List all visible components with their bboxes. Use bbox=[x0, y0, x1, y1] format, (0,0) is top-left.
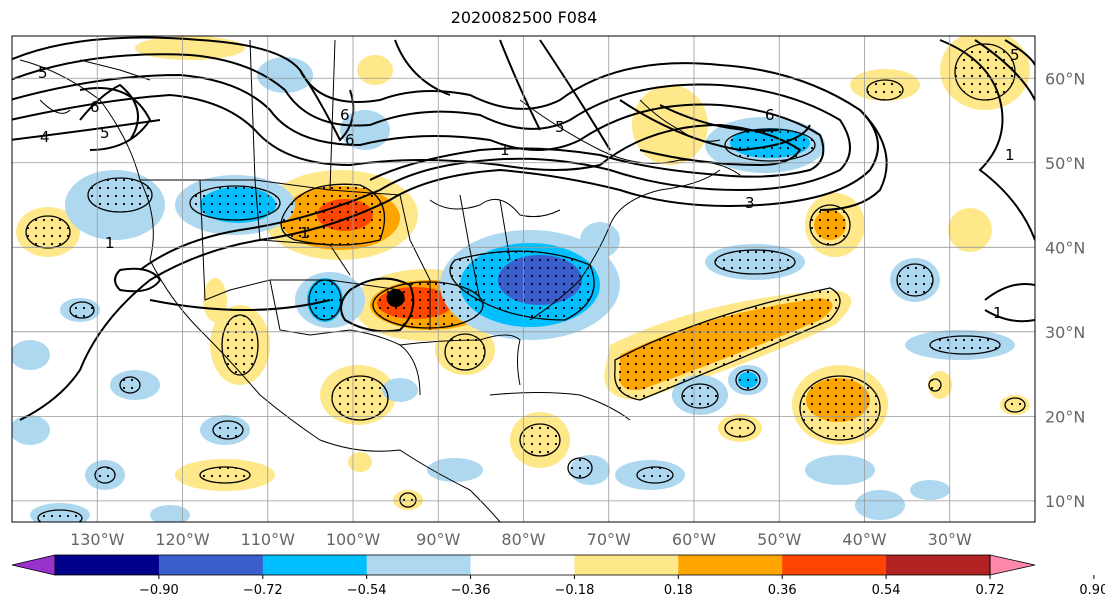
colorbar-segment bbox=[886, 555, 991, 575]
contour-labels: 5 6 4 5 6 1 5 6 3 6 5 1 1 1 1 bbox=[38, 46, 1020, 322]
latitude-labels: 10°N 20°N 30°N 40°N 50°N 60°N bbox=[1045, 69, 1085, 511]
height-contours bbox=[12, 36, 1035, 421]
colorbar-max-arrow bbox=[989, 554, 1036, 576]
longitude-label: 130°W bbox=[70, 530, 125, 549]
colorbar-min-arrow bbox=[11, 554, 56, 576]
longitude-labels: 130°W 120°W 110°W 100°W 90°W 80°W 70°W 60°W 50°W… bbox=[70, 530, 972, 549]
latitude-label: 30°N bbox=[1045, 323, 1085, 342]
longitude-label: 80°W bbox=[501, 530, 545, 549]
latitude-label: 10°N bbox=[1045, 492, 1085, 511]
colorbar-tick-label: 0.36 bbox=[768, 583, 797, 598]
colorbar-tick-label: −0.18 bbox=[555, 583, 595, 598]
latitude-label: 50°N bbox=[1045, 154, 1085, 173]
colorbar-segment bbox=[574, 555, 679, 575]
longitude-label: 90°W bbox=[416, 530, 460, 549]
colorbar-tick-label: −0.54 bbox=[347, 583, 387, 598]
colorbar-segment bbox=[678, 555, 783, 575]
colorbar-segment bbox=[55, 555, 160, 575]
contour-label: 1 bbox=[300, 224, 310, 242]
contour-label: 5 bbox=[100, 124, 110, 142]
latitude-label: 60°N bbox=[1045, 69, 1085, 88]
contour-label: 1 bbox=[1005, 146, 1015, 164]
colorbar-tick-label: 0.18 bbox=[664, 583, 693, 598]
contour-label: 5 bbox=[555, 118, 565, 136]
longitude-label: 30°W bbox=[928, 530, 972, 549]
longitude-label: 120°W bbox=[155, 530, 210, 549]
contour-label: 6 bbox=[340, 106, 350, 124]
storm-center-marker bbox=[386, 289, 405, 308]
contour-label: 4 bbox=[40, 128, 50, 146]
longitude-label: 100°W bbox=[326, 530, 381, 549]
contour-label: 3 bbox=[745, 194, 755, 212]
contour-label: 6 bbox=[765, 106, 775, 124]
colorbar-segment bbox=[782, 555, 887, 575]
map-border bbox=[11, 35, 1036, 523]
contour-label: 1 bbox=[993, 304, 1003, 322]
latitude-label: 40°N bbox=[1045, 238, 1085, 257]
colorbar-tick-label: −0.72 bbox=[243, 583, 283, 598]
contour-label: 5 bbox=[1010, 46, 1020, 64]
longitude-label: 70°W bbox=[587, 530, 631, 549]
longitude-label: 60°W bbox=[672, 530, 716, 549]
colorbar-segment bbox=[262, 555, 368, 575]
contour-label: 1 bbox=[105, 234, 115, 252]
colorbar-tick-label: 0.90 bbox=[1079, 583, 1105, 598]
colorbar-segment bbox=[470, 555, 575, 575]
longitude-label: 110°W bbox=[241, 530, 296, 549]
colorbar-tick-label: −0.36 bbox=[451, 583, 491, 598]
contour-label: 6 bbox=[345, 131, 355, 149]
contour-label: 1 bbox=[500, 141, 510, 159]
longitude-label: 50°W bbox=[757, 530, 801, 549]
anomaly-field: 5 6 4 5 6 1 5 6 3 6 5 1 1 1 1 bbox=[12, 36, 1035, 522]
coastlines bbox=[19, 39, 741, 522]
longitude-label: 40°W bbox=[842, 530, 886, 549]
colorbar-tick-label: −0.90 bbox=[139, 583, 179, 598]
contour-label: 5 bbox=[38, 64, 48, 82]
colorbar-tick-label: 0.72 bbox=[976, 583, 1005, 598]
significance-stippling bbox=[25, 43, 1026, 522]
contour-label: 6 bbox=[90, 98, 100, 116]
colorbar: −0.90 −0.72 −0.54 −0.36 −0.18 0.18 0.36 0.54 0.7… bbox=[11, 554, 1105, 598]
colorbar-border bbox=[54, 554, 991, 576]
map-grid bbox=[12, 36, 1035, 522]
colorbar-tick-label: 0.54 bbox=[872, 583, 901, 598]
plot-title: 2020082500 F084 bbox=[450, 8, 598, 27]
latitude-label: 20°N bbox=[1045, 407, 1085, 426]
colorbar-segment bbox=[366, 555, 472, 575]
colorbar-segment bbox=[158, 555, 264, 575]
